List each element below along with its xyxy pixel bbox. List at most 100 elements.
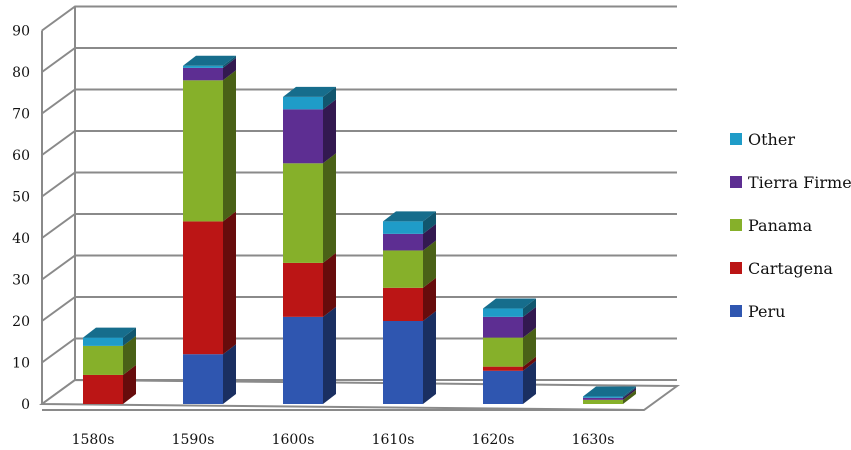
bar-side [423,311,436,404]
x-tick-label-1630s: 1630s [572,432,615,448]
legend-item-panama: Panama [730,216,813,235]
bar-side [623,389,636,404]
bar-front [83,337,123,346]
bar-front [383,287,423,321]
legend-label: Cartagena [748,259,833,278]
y-tick-label-60: 60 [12,148,30,164]
x-tick-label-1600s: 1600s [272,432,315,448]
legend-item-tierra-firme: Tierra Firme [730,173,851,192]
bar-1600s-tierra-firme [283,99,336,164]
gridlines [41,5,677,405]
bar-1580s-panama [83,335,136,375]
x-tick-label-1610s: 1610s [372,432,415,448]
bar-side [423,240,436,288]
bar-top-1620s [483,298,536,309]
bar-front [183,67,223,81]
y-tick-label-0: 0 [21,397,30,413]
bar-side [323,86,336,110]
bar-side [323,306,336,404]
legend-item-cartagena: Cartagena [730,259,833,278]
legend-item-peru: Peru [730,302,785,321]
bar-1580s-other [83,327,136,346]
floor-plane [38,378,681,412]
bar-front [183,221,223,355]
bar-side [123,364,136,404]
y-tick-label-80: 80 [12,65,30,81]
bar-side [323,99,336,164]
bar-side [423,223,436,251]
y-tick-label-70: 70 [12,107,30,123]
y-tick-label-10: 10 [12,356,30,372]
bar-front [183,65,223,68]
y-tick-label-20: 20 [12,314,30,330]
bar-1620s-panama [483,327,536,367]
bar-front [283,109,323,164]
chart-floor [38,378,681,412]
bar-1600s-other [283,86,336,110]
bar-side [423,211,436,234]
bar-side [223,211,236,355]
bar-1610s-tierra-firme [383,223,436,251]
bar-front [383,250,423,288]
bar-side [123,335,136,375]
bar-top-1630s [583,386,636,397]
bar-front [383,321,423,404]
bar-front [83,374,123,404]
bar-front [283,262,323,317]
gridline-90 [41,5,677,32]
bar-front [483,337,523,367]
bar-1590s-peru [183,344,236,404]
bar-front [483,316,523,338]
bar-1610s-peru [383,311,436,404]
bar-front [83,345,123,375]
bar-side [523,360,536,404]
bar-front [483,308,523,317]
bar-1580s-cartagena [83,364,136,404]
bar-front [283,163,323,263]
bar-front [583,397,623,400]
legend-item-other: Other [730,130,795,149]
bar-side [523,327,536,367]
bar-top-1600s [283,86,336,97]
bar-side [223,55,236,68]
legend-label: Tierra Firme [748,173,851,192]
bar-side [223,70,236,222]
bar-side [223,344,236,404]
bar-side [623,387,636,400]
legend-swatch [730,262,742,274]
bar-1590s-tierra-firme [183,57,236,81]
x-tick-label-1620s: 1620s [472,432,515,448]
gridline-80 [41,47,677,73]
gridline-60 [41,130,677,156]
bar-side [423,277,436,321]
bar-front [583,396,623,398]
bar-1600s-cartagena [283,252,336,317]
bar-side [323,153,336,263]
bar-side [223,57,236,81]
legend-swatch [730,219,742,231]
bar-side [323,252,336,317]
bar-front [583,399,623,404]
bar-1610s-cartagena [383,277,436,321]
bar-1600s-panama [283,153,336,263]
bar-1610s-panama [383,240,436,288]
bar-1590s-other [183,55,236,68]
bar-front [383,221,423,234]
bar-1620s-peru [483,360,536,404]
y-axis-tick-labels: 0 10 20 30 40 50 60 70 80 90 [12,24,30,414]
y-tick-label-90: 90 [12,24,30,40]
gridline-40 [41,213,677,239]
legend-label: Peru [748,302,785,321]
legend-label: Other [748,130,795,149]
y-tick-label-40: 40 [12,231,30,247]
bar-side [623,386,636,398]
bar-1620s-cartagena [483,356,536,371]
bar-1590s-panama [183,70,236,222]
bar-top-1590s [183,55,236,66]
bar-series-group [83,55,636,404]
bar-top-1580s [83,327,136,338]
gridline-50 [41,171,677,198]
bar-1630s-other [583,386,636,398]
gridline-70 [41,88,677,115]
